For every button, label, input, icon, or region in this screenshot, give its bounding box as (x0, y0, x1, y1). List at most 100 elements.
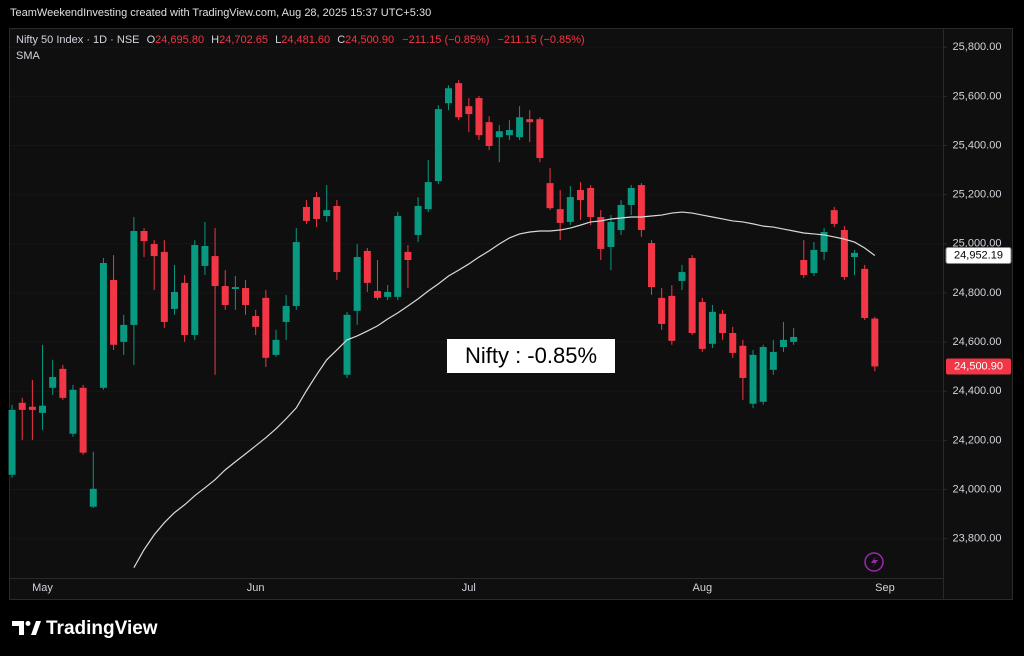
x-tick-label: Aug (692, 582, 712, 594)
y-tick-label: 25,600.00 (953, 90, 1002, 102)
candle-body (384, 291, 392, 297)
candle-body (445, 88, 453, 104)
candle-body (39, 405, 47, 413)
candle-body (749, 354, 757, 404)
legend-value: 24,695.80 (155, 34, 204, 46)
candle-body (424, 182, 432, 210)
candle-body (779, 339, 787, 348)
candle-body (475, 98, 483, 136)
candle-body (810, 249, 818, 274)
candle-body (18, 402, 26, 410)
candle-body (262, 297, 270, 358)
candle-body (556, 209, 564, 223)
legend-value: 24,500.90 (345, 34, 394, 46)
candle-body (637, 185, 645, 231)
candle-body (708, 311, 716, 344)
price-label: 24,500.90 (954, 360, 1003, 372)
candle-body (414, 205, 422, 235)
legend-line: Nifty 50 Index · 1D · NSE O24,695.80 H24… (16, 34, 585, 46)
candle-body (150, 244, 158, 257)
lightning-icon[interactable] (864, 552, 884, 572)
candle-body (333, 205, 341, 273)
candle-body (191, 245, 199, 335)
candle-body (668, 295, 676, 341)
candle-body (800, 260, 808, 276)
candle-body (495, 131, 503, 138)
legend-key: H (211, 34, 219, 46)
plot: 23,800.00 24,000.00 24,200.00 24,400.00 24,6… (8, 41, 1002, 594)
candle-body (302, 206, 310, 221)
candle-body (323, 210, 331, 217)
candle-body (597, 217, 605, 249)
candle-body (110, 279, 118, 345)
change: −211.15 (−0.85%) (402, 34, 489, 46)
candle-body (181, 282, 189, 335)
chart-panel (9, 28, 1013, 600)
candle-body (627, 188, 635, 205)
candle-body (89, 488, 97, 507)
y-tick-label: 25,000.00 (953, 238, 1002, 250)
candle-body (485, 122, 493, 146)
candle-body (698, 302, 706, 349)
candle-body (201, 246, 209, 266)
sma-legend: SMA (16, 50, 41, 62)
candle-body (313, 197, 321, 219)
candle-body (851, 252, 859, 258)
x-tick-label: Jun (247, 582, 265, 594)
candle-body (211, 256, 219, 287)
y-tick-label: 23,800.00 (953, 533, 1002, 545)
candle-body (140, 231, 148, 242)
candle-body (221, 286, 229, 305)
candle-body (759, 347, 767, 402)
candle-body (59, 368, 67, 398)
candle-body (526, 119, 534, 123)
candle-body (170, 291, 178, 309)
candle-body (49, 376, 57, 388)
candle-body (394, 216, 402, 297)
annotation: Nifty : -0.85% (465, 343, 597, 368)
y-tick-label: 24,600.00 (953, 336, 1002, 348)
candle-body (343, 314, 351, 375)
candle-body (769, 351, 777, 370)
candle-body (678, 272, 686, 281)
candle-body (719, 313, 727, 333)
y-tick-label: 24,000.00 (953, 483, 1002, 495)
candle-body (252, 316, 260, 327)
change: −211.15 (−0.85%) (497, 34, 584, 46)
candle-body (160, 251, 168, 322)
candle-body (353, 257, 361, 311)
candle-body (861, 268, 869, 319)
logo-mark (31, 621, 41, 635)
candle-body (28, 406, 36, 410)
candle-body (282, 305, 290, 322)
candle-body (688, 258, 696, 333)
candle-body (820, 231, 828, 252)
y-tick-label: 24,200.00 (953, 434, 1002, 446)
x-tick-label: Jul (462, 582, 476, 594)
candle-body (566, 197, 574, 222)
candle-body (434, 109, 442, 182)
candle-body (576, 189, 584, 201)
legend-value: 24,702.65 (219, 34, 268, 46)
candle-body (455, 83, 463, 118)
legend-value: 24,481.60 (281, 34, 330, 46)
price-label-box (946, 358, 1011, 375)
y-tick-label: 24,400.00 (953, 385, 1002, 397)
y-tick-label: 25,800.00 (953, 41, 1002, 53)
candle-body (546, 183, 554, 209)
candle-body (363, 250, 371, 283)
x-tick-label: May (32, 582, 53, 594)
candle-body (79, 387, 87, 453)
y-tick-label: 24,800.00 (953, 287, 1002, 299)
symbol: Nifty 50 Index · 1D · NSE (16, 34, 140, 46)
candle-body (373, 290, 381, 298)
candle-body (130, 231, 138, 325)
candle-body (505, 130, 513, 136)
candle-body (729, 332, 737, 353)
y-tick-label: 25,200.00 (953, 189, 1002, 201)
candle-body (871, 318, 879, 367)
candle-body (465, 106, 473, 115)
legend-key: O (147, 34, 156, 46)
logo-mark (12, 621, 24, 635)
